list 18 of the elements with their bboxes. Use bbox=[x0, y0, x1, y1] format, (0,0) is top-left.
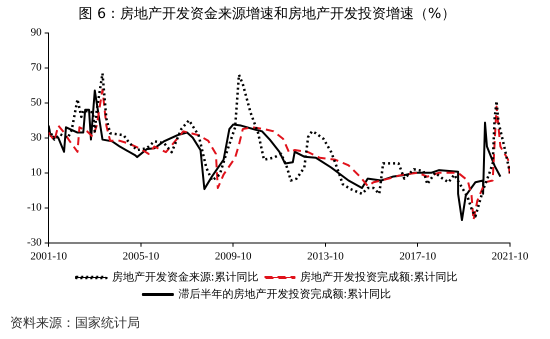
chart-title: 图 6：房地产开发资金来源增速和房地产开发投资增速（%） bbox=[78, 6, 456, 22]
legend-label: 房地产开发投资完成额:累计同比 bbox=[300, 270, 458, 284]
x-tick-label: 2021-10 bbox=[492, 250, 529, 262]
legend-label: 房地产开发资金来源:累计同比 bbox=[112, 270, 259, 284]
y-tick-label: 50 bbox=[30, 96, 42, 109]
y-tick-label: -10 bbox=[26, 202, 42, 214]
y-tick-label: -30 bbox=[26, 236, 42, 249]
y-tick-label: 10 bbox=[30, 166, 42, 179]
text: 资料来源：国家统计局 bbox=[10, 315, 140, 332]
y-tick-label: 30 bbox=[30, 132, 42, 144]
x-tick-label: 2009-10 bbox=[214, 250, 252, 262]
x-tick-label: 2017-10 bbox=[399, 250, 437, 262]
y-tick-label: 90 bbox=[30, 26, 42, 39]
y-tick-label: 70 bbox=[30, 62, 42, 74]
legend-label: 滞后半年的房地产开发投资完成额:累计同比 bbox=[178, 287, 392, 300]
x-tick-label: 2001-10 bbox=[30, 250, 68, 262]
x-tick-label: 2013-10 bbox=[307, 250, 344, 262]
x-tick-label: 2005-10 bbox=[122, 250, 160, 262]
